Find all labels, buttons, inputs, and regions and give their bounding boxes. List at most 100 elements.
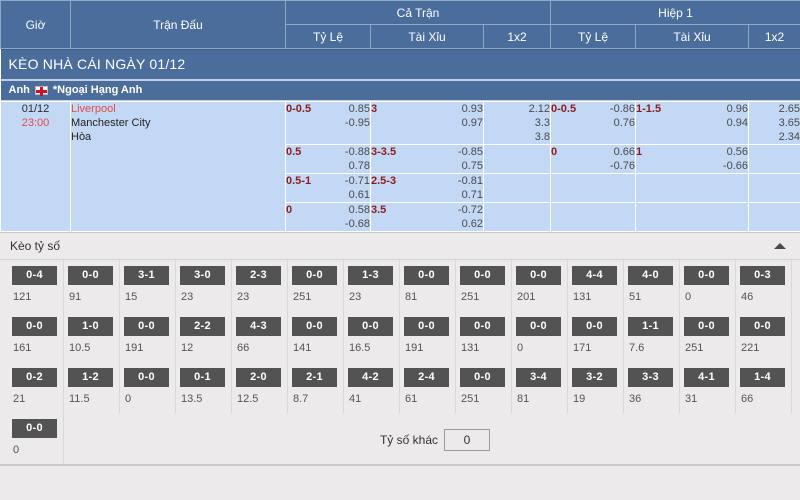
correct-score-header[interactable]: Kèo tỷ số: [0, 233, 800, 260]
score-odds: 0: [685, 291, 692, 303]
table-row[interactable]: 01/12 23:00 Liverpool Manchester City Hò…: [0, 101, 800, 232]
odd-value-2: 0.62: [461, 218, 483, 230]
cell-full-overunder[interactable]: 2.5-3 -0.81 0.71: [370, 173, 484, 203]
odds-x: 3.3: [534, 117, 550, 129]
cell-half-handicap[interactable]: 0-0.5 -0.86 0.76: [550, 101, 636, 145]
odds-2: 3.8: [534, 131, 550, 143]
score-label: 4-2: [348, 368, 393, 387]
cell-full-handicap[interactable]: 0 0.58 -0.68: [285, 202, 371, 232]
score-tile[interactable]: 1-1 7.6: [624, 311, 680, 362]
score-tile[interactable]: 0-0 0: [8, 413, 64, 464]
cell-half-1x2[interactable]: 2.65 3.65 2.34: [747, 101, 800, 145]
score-tile[interactable]: 0-1 13.5: [176, 362, 232, 413]
score-tile[interactable]: 2-1 8.7: [288, 362, 344, 413]
cell-full-overunder[interactable]: 3 0.93 0.97: [370, 101, 484, 145]
score-tile[interactable]: 3-4 81: [512, 362, 568, 413]
handicap-line: 0.5-1: [286, 175, 312, 187]
score-tile[interactable]: 0-0 16.5: [344, 311, 400, 362]
score-tile[interactable]: 2-4 61: [400, 362, 456, 413]
header-match: Trận Đấu: [70, 0, 286, 49]
cell-half-handicap: [550, 173, 636, 203]
odd-value-1: 0.66: [613, 146, 635, 158]
score-label: 2-3: [236, 266, 281, 285]
score-tile[interactable]: 2-0 12.5: [232, 362, 288, 413]
cell-full-overunder[interactable]: 3.5 -0.72 0.62: [370, 202, 484, 232]
odd-value-2: 0.78: [348, 160, 370, 172]
table-row[interactable]: 0.5-1 -0.71 0.61 2.5-3 -0.81 0.71: [1, 173, 800, 203]
score-tile[interactable]: 0-0 0: [512, 311, 568, 362]
score-tile[interactable]: 0-0 201: [512, 260, 568, 311]
score-tile[interactable]: 0-0 251: [456, 362, 512, 413]
cell-full-handicap[interactable]: 0-0.5 0.85 -0.95: [285, 101, 371, 145]
league-name: *Ngoại Hạng Anh: [52, 84, 143, 96]
cell-half-handicap[interactable]: 0 0.66 -0.76: [550, 144, 636, 174]
score-tile[interactable]: 0-0 251: [456, 260, 512, 311]
score-label: 0-0: [292, 317, 337, 336]
table-header-top: Giờ Trận Đấu Cả Trận Hiệp 1: [0, 0, 800, 49]
cell-full-overunder[interactable]: 3-3.5 -0.85 0.75: [370, 144, 484, 174]
score-tile[interactable]: 0-0 0: [680, 260, 736, 311]
score-tile[interactable]: 0-3 46: [736, 260, 792, 311]
cell-full-1x2[interactable]: 2.12 3.3 3.8: [483, 101, 551, 145]
cell-full-handicap[interactable]: 0.5 -0.88 0.78: [285, 144, 371, 174]
score-tile[interactable]: 1-2 11.5: [64, 362, 120, 413]
table-row[interactable]: 0 0.58 -0.68 3.5 -0.72 0.62: [1, 202, 800, 232]
score-tile[interactable]: 0-0 251: [680, 311, 736, 362]
score-tile[interactable]: 3-3 36: [624, 362, 680, 413]
odd-value-1: 0.93: [461, 103, 483, 115]
score-tile[interactable]: 3-2 19: [568, 362, 624, 413]
score-tile[interactable]: 0-0 81: [400, 260, 456, 311]
score-label: 0-0: [460, 317, 505, 336]
odd-value-2: 0.61: [348, 189, 370, 201]
score-tile[interactable]: 3-1 15: [120, 260, 176, 311]
score-tile[interactable]: 0-0 161: [8, 311, 64, 362]
score-tile[interactable]: 2-2 12: [176, 311, 232, 362]
header-full-overunder: Tài Xỉu: [370, 24, 484, 49]
score-tile[interactable]: 4-4 131: [568, 260, 624, 311]
score-odds: 251: [293, 291, 312, 303]
odds-1: 2.12: [528, 103, 550, 115]
score-tile[interactable]: 4-2 41: [344, 362, 400, 413]
score-tile[interactable]: 0-4 121: [8, 260, 64, 311]
score-tile[interactable]: 0-0 0: [120, 362, 176, 413]
match-time-cell: 01/12 23:00: [0, 101, 71, 232]
score-tile[interactable]: 2-3 23: [232, 260, 288, 311]
league-header[interactable]: Anh *Ngoại Hạng Anh: [0, 81, 800, 101]
score-label: 0-0: [12, 317, 57, 336]
score-tile[interactable]: 4-3 66: [232, 311, 288, 362]
match-date: 01/12: [21, 103, 50, 115]
score-label: 3-3: [628, 368, 673, 387]
score-tile[interactable]: 0-0 221: [736, 311, 792, 362]
score-tile[interactable]: 1-4 66: [736, 362, 792, 413]
cell-full-handicap[interactable]: 0.5-1 -0.71 0.61: [285, 173, 371, 203]
away-team[interactable]: Manchester City: [71, 117, 151, 129]
score-tile[interactable]: 4-1 31: [680, 362, 736, 413]
score-tile[interactable]: 0-0 191: [120, 311, 176, 362]
other-score-value[interactable]: 0: [444, 429, 490, 451]
score-tile[interactable]: 0-0 171: [568, 311, 624, 362]
score-tile[interactable]: 0-0 251: [288, 260, 344, 311]
score-tile[interactable]: 3-0 23: [176, 260, 232, 311]
odd-value-1: -0.88: [344, 146, 370, 158]
score-tile[interactable]: 1-0 10.5: [64, 311, 120, 362]
header-group-fulltime: Cả Trận: [285, 0, 551, 25]
score-odds: 251: [461, 291, 480, 303]
score-label: 0-0: [740, 317, 785, 336]
score-tile[interactable]: 1-3 23: [344, 260, 400, 311]
cell-half-overunder[interactable]: 1-1.5 0.96 0.94: [635, 101, 749, 145]
cell-half-overunder[interactable]: 1 0.56 -0.66: [635, 144, 749, 174]
score-tile[interactable]: 4-0 51: [624, 260, 680, 311]
other-score-group: Tỷ số khác 0: [380, 429, 490, 451]
score-tile[interactable]: 0-0 141: [288, 311, 344, 362]
score-tile[interactable]: 0-0 191: [400, 311, 456, 362]
score-tile[interactable]: 0-0 131: [456, 311, 512, 362]
caret-up-icon[interactable]: [774, 243, 786, 249]
header-full-1x2: 1x2: [483, 24, 551, 49]
score-tile[interactable]: 0-0 91: [64, 260, 120, 311]
odd-value-2: -0.66: [722, 160, 748, 172]
odds-table: Giờ Trận Đấu Cả Trận Hiệp 1 Tỷ Lệ Tài Xỉ…: [0, 0, 800, 232]
score-odds: 131: [573, 291, 592, 303]
score-label: 0-0: [684, 266, 729, 285]
home-team[interactable]: Liverpool: [71, 103, 116, 115]
score-tile[interactable]: 0-2 21: [8, 362, 64, 413]
